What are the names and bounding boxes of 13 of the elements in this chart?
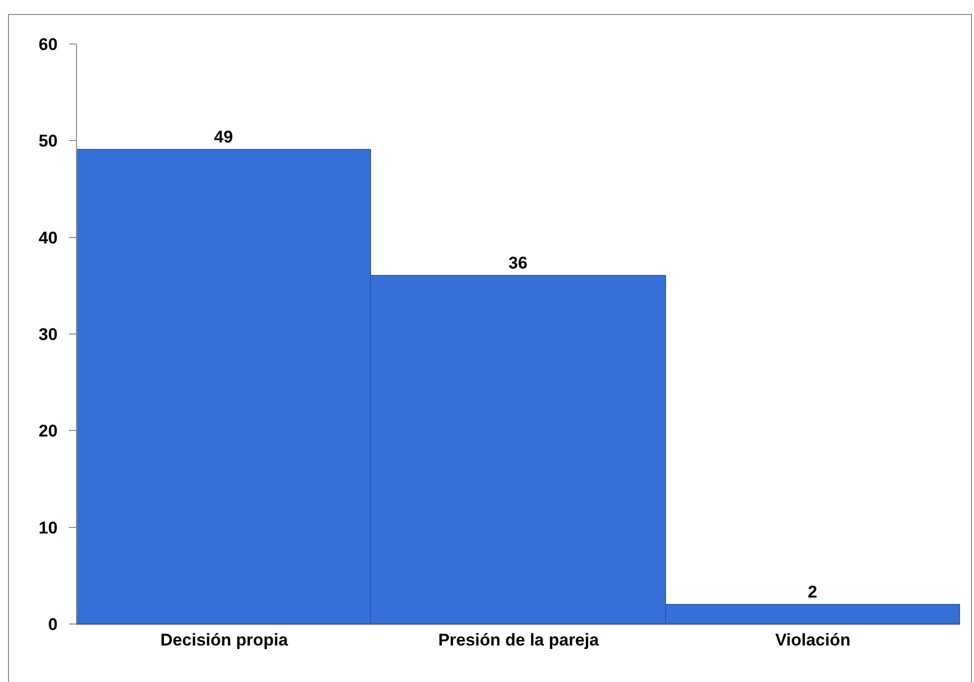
y-tick-label: 30 (38, 324, 58, 344)
y-tick-label: 60 (38, 34, 58, 54)
data-label: 49 (214, 128, 233, 146)
y-tick-label: 10 (38, 518, 58, 538)
data-label: 2 (808, 582, 818, 602)
y-tick-label: 50 (38, 132, 58, 151)
x-tick-label: Decisión propia (160, 630, 288, 650)
x-tick-label: Violación (775, 630, 850, 650)
x-tick-label: Presión de la pareja (438, 630, 600, 650)
y-tick-label: 0 (48, 614, 58, 634)
y-tick-label: 40 (38, 228, 58, 248)
y-tick-label: 20 (38, 422, 58, 441)
data-label: 36 (508, 254, 528, 272)
